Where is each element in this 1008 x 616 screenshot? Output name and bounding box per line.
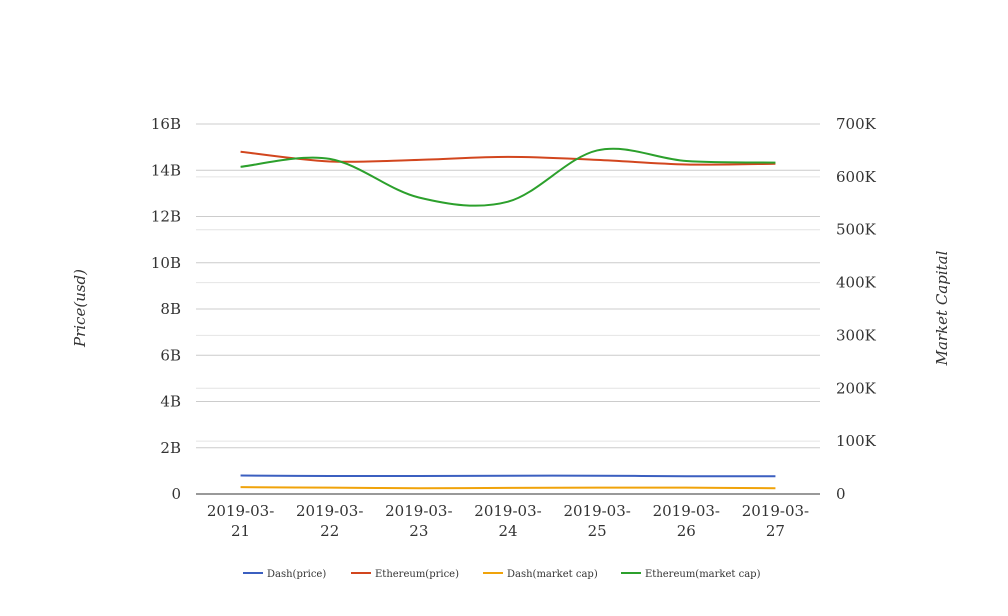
y-left-tick-label: 6B xyxy=(160,346,181,364)
legend-label: Dash(market cap) xyxy=(507,569,598,580)
series-lines xyxy=(240,147,776,490)
legend-item-dash-price: Dash(price) xyxy=(243,569,326,580)
x-tick-label: 2019-03-22 xyxy=(296,502,363,540)
x-tick-label: 2019-03-26 xyxy=(653,502,720,540)
x-tick-label: 2019-03-25 xyxy=(563,502,630,540)
series-line-ethereum-price xyxy=(240,150,776,166)
y-left-tick-label: 4B xyxy=(160,393,181,411)
y-right-tick-label: 100K xyxy=(836,432,877,450)
x-tick-label: 2019-03-27 xyxy=(742,502,809,540)
y-left-tick-label: 12B xyxy=(151,208,181,226)
y-left-tick-label: 16B xyxy=(151,115,181,133)
legend-item-dash-market-cap: Dash(market cap) xyxy=(483,569,598,580)
legend-item-ethereum-price: Ethereum(price) xyxy=(351,569,459,580)
y-right-tick-label: 600K xyxy=(836,168,877,186)
y-right-tick-labels: 0 100K 200K 300K 400K 500K 600K 700K xyxy=(836,115,877,503)
grid-right xyxy=(196,123,820,442)
y-left-tick-label: 8B xyxy=(160,300,181,318)
y-left-tick-labels: 0 2B 4B 6B 8B 10B 12B 14B 16B xyxy=(151,115,181,503)
x-tick-labels: 2019-03-21 2019-03-22 2019-03-23 2019-03-24… xyxy=(207,502,809,540)
legend-label: Ethereum(price) xyxy=(375,569,459,580)
y-left-tick-label: 0 xyxy=(171,485,181,503)
y-right-tick-label: 700K xyxy=(836,115,877,133)
y-right-tick-label: 0 xyxy=(836,485,846,503)
series-line-ethereum-market-cap xyxy=(240,147,776,207)
series-line-dash-price xyxy=(240,474,776,478)
legend: Dash(price) Ethereum(price) Dash(market ca… xyxy=(243,569,761,580)
legend-item-ethereum-market-cap: Ethereum(market cap) xyxy=(621,569,761,580)
y-left-tick-label: 10B xyxy=(151,254,181,272)
x-tick-label: 2019-03-24 xyxy=(474,502,541,540)
grid-left xyxy=(196,123,820,449)
y-right-tick-label: 400K xyxy=(836,274,877,292)
y-left-tick-label: 14B xyxy=(151,161,181,179)
y-right-tick-label: 300K xyxy=(836,326,877,344)
x-tick-label: 2019-03-23 xyxy=(385,502,452,540)
series-line-dash-market-cap xyxy=(240,486,776,490)
legend-label: Ethereum(market cap) xyxy=(645,569,761,580)
y-axis-right-title: Market Capital xyxy=(933,250,951,366)
legend-label: Dash(price) xyxy=(267,569,326,580)
y-axis-left-title: Price(usd) xyxy=(71,269,89,348)
y-left-tick-label: 2B xyxy=(160,439,181,457)
y-right-tick-label: 500K xyxy=(836,221,877,239)
x-tick-label: 2019-03-21 xyxy=(207,502,274,540)
y-right-tick-label: 200K xyxy=(836,379,877,397)
